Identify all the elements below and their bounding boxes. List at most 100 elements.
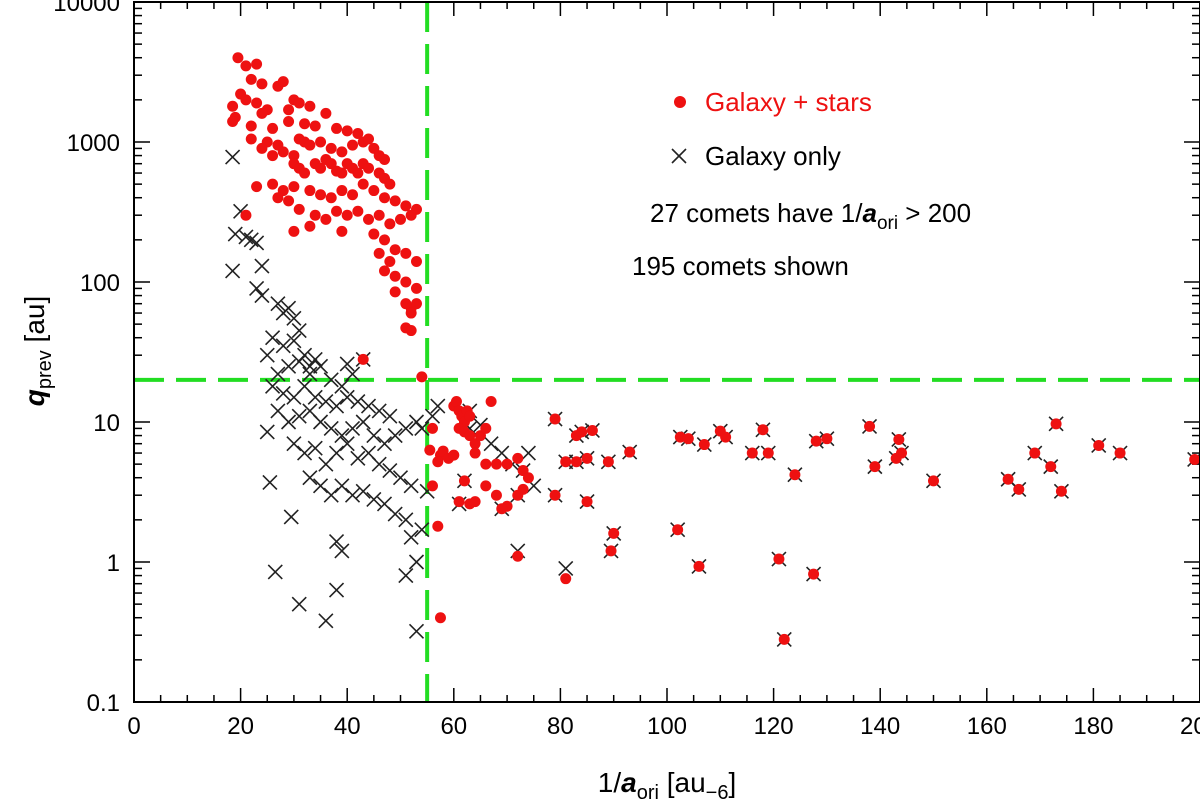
galaxy-stars-point <box>928 475 939 487</box>
galaxy-stars-point <box>458 475 470 487</box>
x-tick-label: 60 <box>440 713 467 740</box>
cross-stroke <box>414 420 430 436</box>
cross-stroke <box>249 280 265 296</box>
galaxy-stars-point <box>379 265 391 277</box>
galaxy-stars-point <box>384 256 396 268</box>
annotation-suffix: > 200 <box>898 198 971 228</box>
cross-stroke <box>281 358 297 374</box>
cross-stroke <box>382 462 398 479</box>
cross-stroke <box>328 582 345 598</box>
galaxy-stars-point <box>272 192 284 204</box>
y-tick-label: 1000 <box>67 130 120 157</box>
galaxy-stars-point <box>277 146 289 158</box>
cross-stroke <box>307 351 323 367</box>
galaxy-stars-point <box>379 153 391 165</box>
galaxy-stars-point <box>320 107 332 119</box>
galaxy-stars-point <box>762 447 774 459</box>
cross-stroke <box>323 372 339 388</box>
galaxy-stars-point <box>778 633 790 645</box>
galaxy-only-point <box>328 533 345 550</box>
cross-stroke <box>424 408 441 424</box>
legend-x-marker <box>671 148 687 164</box>
galaxy-stars-point <box>490 489 502 501</box>
galaxy-stars-point <box>605 545 617 557</box>
x-title-unit: [au <box>659 767 706 798</box>
galaxy-stars-point <box>304 139 316 151</box>
galaxy-stars-point <box>336 185 348 197</box>
galaxy-stars-point <box>227 116 239 128</box>
galaxy-stars-point <box>267 122 279 134</box>
axes-layer: 0 20 40 60 80 100 120 140 160 180 200 10000 1000 100 1… <box>53 0 1200 740</box>
galaxy-only-point <box>312 358 329 374</box>
galaxy-only-point <box>291 354 307 370</box>
galaxy-stars-point <box>336 225 348 237</box>
galaxy-stars-point <box>400 200 412 212</box>
legend: Galaxy + stars Galaxy only <box>671 87 872 171</box>
cross-stroke <box>312 478 329 494</box>
galaxy-stars-point <box>432 456 444 468</box>
cross-stroke <box>233 203 249 219</box>
galaxy-only-point <box>387 428 403 444</box>
galaxy-stars-point <box>410 282 422 294</box>
cross-stroke <box>483 436 499 452</box>
galaxy-stars-point <box>426 422 438 434</box>
cross-stroke <box>281 300 297 316</box>
galaxy-stars-point <box>315 189 327 201</box>
galaxy-stars-point <box>251 58 263 70</box>
cross-stroke <box>318 393 334 410</box>
cross-stroke <box>360 398 377 414</box>
galaxy-stars-point <box>341 209 353 221</box>
legend-label-galaxy-only: Galaxy only <box>705 141 841 171</box>
galaxy-only-point <box>339 356 355 372</box>
cross-stroke <box>238 229 254 245</box>
cross-stroke <box>339 389 355 405</box>
galaxy-only-point <box>307 440 323 456</box>
cross-stroke <box>296 445 313 461</box>
galaxy-stars-point <box>240 209 252 221</box>
galaxy-stars-point <box>602 456 614 468</box>
galaxy-only-point <box>267 564 283 580</box>
galaxy-stars-point <box>389 286 401 298</box>
galaxy-stars-point <box>464 410 476 422</box>
cross-stroke <box>291 408 307 424</box>
galaxy-stars-point <box>256 142 268 154</box>
galaxy-only-point <box>344 420 361 436</box>
galaxy-stars-point <box>501 458 513 470</box>
galaxy-only-point <box>318 393 334 410</box>
galaxy-only-point <box>259 424 275 440</box>
galaxy-stars-point <box>496 503 508 515</box>
cross-stroke <box>281 414 297 430</box>
galaxy-stars-point <box>522 472 534 484</box>
galaxy-only-point <box>344 366 361 382</box>
galaxy-stars-point <box>245 120 257 132</box>
galaxy-only-point <box>355 483 371 499</box>
galaxy-only-point <box>283 509 299 525</box>
galaxy-only-point <box>312 478 329 494</box>
galaxy-only-point <box>225 263 241 279</box>
galaxy-stars-point <box>808 568 820 580</box>
galaxy-stars-point <box>746 447 758 459</box>
annotation-var: a <box>862 198 876 228</box>
galaxy-stars-point <box>363 162 375 174</box>
x-title-var: a <box>621 767 637 798</box>
galaxy-stars-point <box>410 298 422 310</box>
y-tick-label: 10000 <box>53 0 120 17</box>
galaxy-only-point <box>281 414 297 430</box>
galaxy-stars-point <box>480 422 492 434</box>
galaxy-only-point <box>281 300 297 316</box>
galaxy-only-point <box>355 414 371 430</box>
cross-stroke <box>227 226 243 242</box>
cross-stroke <box>270 403 286 419</box>
y-axis-title: qprev [au] <box>19 296 56 407</box>
cross-stroke <box>259 347 275 363</box>
galaxy-stars-point <box>240 94 252 106</box>
galaxy-stars-point <box>893 433 905 445</box>
galaxy-stars-point <box>432 520 444 532</box>
galaxy-stars-point <box>720 431 732 443</box>
galaxy-stars-point <box>363 133 375 145</box>
cross-stroke <box>520 445 536 461</box>
galaxy-stars-point <box>576 426 588 438</box>
cross-stroke <box>398 568 414 584</box>
cross-stroke <box>355 483 371 499</box>
galaxy-stars-point <box>299 167 311 179</box>
